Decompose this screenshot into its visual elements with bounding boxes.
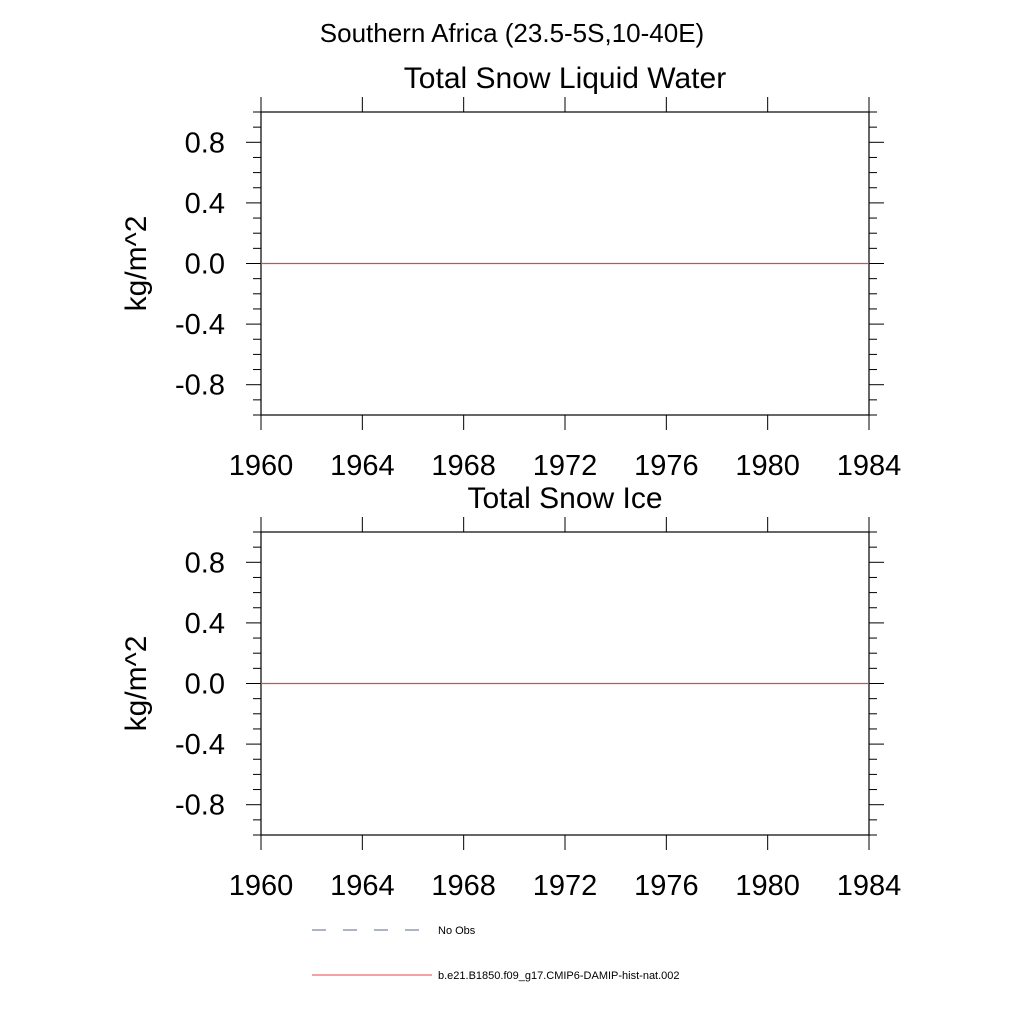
x-tick-label: 1960	[229, 450, 294, 482]
x-tick-label: 1976	[634, 450, 699, 482]
y-tick-label: -0.8	[175, 370, 225, 402]
x-tick-label: 1980	[735, 450, 800, 482]
legend-label-1: No Obs	[438, 925, 476, 937]
chart-title: Total Snow Ice	[467, 482, 662, 515]
x-tick-label: 1968	[431, 450, 496, 482]
chart-panel-2: Total Snow Ice 1960 1964 1968 1972 1976 1980 19…	[120, 482, 901, 902]
x-tick-label: 1972	[533, 870, 598, 902]
y-tick-label: 0.0	[185, 249, 225, 281]
figure-title: Southern Africa (23.5-5S,10-40E)	[320, 18, 704, 48]
x-tick-label: 1984	[837, 450, 902, 482]
chart-panel-1: Total Snow Liquid Water 1960 1964 1968 1972 1…	[120, 62, 901, 482]
x-tick-label: 1984	[837, 870, 902, 902]
x-tick-label: 1980	[735, 870, 800, 902]
y-tick-label: 0.0	[185, 669, 225, 701]
x-tick-label: 1964	[330, 870, 395, 902]
legend-label-2: b.e21.B1850.f09_g17.CMIP6-DAMIP-hist-nat…	[438, 970, 680, 982]
legend: No Obs b.e21.B1850.f09_g17.CMIP6-DAMIP-hi…	[312, 925, 680, 982]
y-tick-label: -0.4	[175, 309, 225, 341]
y-axis-label: kg/m^2	[120, 216, 153, 312]
y-tick-label: -0.4	[175, 729, 225, 761]
x-tick-label: 1964	[330, 450, 395, 482]
y-tick-label: 0.8	[185, 127, 225, 159]
x-tick-label: 1976	[634, 870, 699, 902]
chart-title: Total Snow Liquid Water	[404, 62, 726, 95]
y-tick-label: 0.4	[185, 608, 225, 640]
y-tick-label: 0.8	[185, 547, 225, 579]
x-tick-label: 1972	[533, 450, 598, 482]
x-tick-label: 1968	[431, 870, 496, 902]
y-tick-label: 0.4	[185, 188, 225, 220]
x-tick-label: 1960	[229, 870, 294, 902]
y-axis-label: kg/m^2	[120, 636, 153, 732]
y-tick-label: -0.8	[175, 790, 225, 822]
